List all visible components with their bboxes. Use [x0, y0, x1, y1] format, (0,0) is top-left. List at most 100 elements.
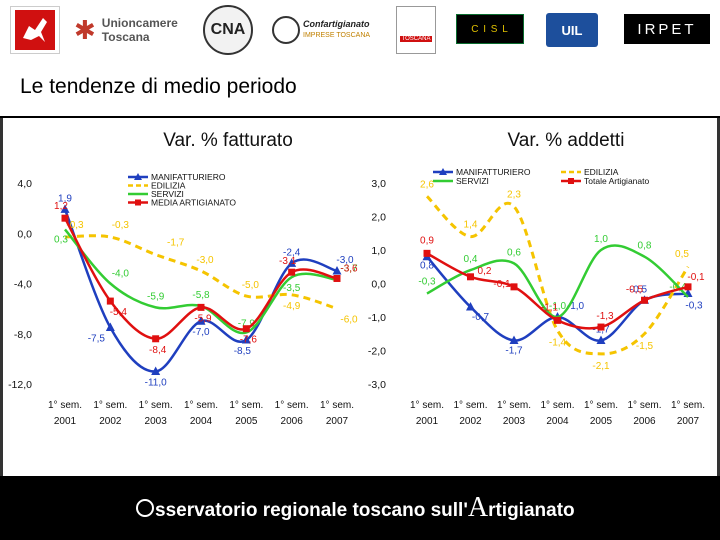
footer-suffix: rtigianato — [488, 500, 575, 521]
data-label: -3,0 — [196, 255, 214, 266]
data-label: -0,1 — [493, 279, 511, 290]
data-label: -7,0 — [192, 327, 210, 338]
data-point — [60, 204, 70, 213]
series-line — [425, 195, 690, 356]
y-tick-label: -4,0 — [14, 279, 32, 291]
regione-toscana-logo — [10, 6, 60, 54]
x-tick-label: 2006 — [281, 416, 304, 427]
x-tick-label: 1° sem. — [584, 400, 618, 411]
x-tick-label: 1° sem. — [229, 400, 263, 411]
legend-marker — [439, 168, 447, 175]
data-label: -1,0 — [567, 301, 585, 312]
data-label: 0,2 — [478, 266, 492, 277]
data-label: 0,8 — [638, 241, 652, 252]
x-tick-label: 2006 — [633, 416, 656, 427]
legend-label: Totale Artigianato — [584, 176, 649, 186]
x-tick-label: 1° sem. — [184, 400, 218, 411]
data-label: -3,7 — [340, 264, 358, 275]
data-point — [554, 316, 561, 324]
data-point — [467, 273, 474, 281]
x-tick-label: 2002 — [99, 416, 122, 427]
confartigianato-logo: Confartigianato IMPRESE TOSCANA — [272, 6, 378, 54]
x-tick-label: 2007 — [677, 416, 700, 427]
data-label: -3,1 — [279, 256, 297, 267]
x-tick-label: 2002 — [459, 416, 482, 427]
y-tick-label: 0,0 — [371, 279, 386, 291]
cisl-text: C I S L — [471, 23, 509, 35]
data-point — [684, 283, 692, 291]
data-point — [197, 303, 205, 311]
data-label: -11,0 — [145, 377, 167, 388]
data-label: 1,2 — [54, 201, 68, 212]
data-label: -0,3 — [66, 220, 84, 231]
data-label: 2,3 — [507, 189, 521, 200]
cisl-logo: C I S L — [456, 14, 524, 44]
data-label: 0,3 — [54, 234, 68, 245]
confartigianato-mark-icon — [272, 16, 300, 44]
y-tick-label: 4,0 — [17, 178, 32, 190]
x-tick-label: 1° sem. — [540, 400, 574, 411]
data-point — [509, 335, 519, 344]
pegasus-icon — [15, 10, 55, 50]
data-point — [333, 274, 341, 282]
x-tick-label: 1° sem. — [671, 400, 705, 411]
data-label: -3,0 — [336, 255, 354, 266]
unioncamere-logo: ✱ Unioncamere Toscana — [74, 6, 184, 54]
x-tick-label: 1° sem. — [410, 400, 444, 411]
x-tick-label: 2007 — [326, 416, 349, 427]
data-label: -0,4 — [669, 282, 687, 293]
unioncamere-name: Unioncamere — [101, 16, 178, 30]
footer-bar: sservatorio regionale toscano sull'Artig… — [0, 476, 720, 540]
uil-text: UIL — [561, 22, 583, 38]
data-point — [466, 301, 475, 311]
data-point — [61, 214, 69, 222]
cgil-region: TOSCANA — [399, 36, 433, 42]
data-label: -2,1 — [592, 361, 610, 372]
data-point — [152, 335, 160, 343]
legend-label: EDILIZIA — [584, 167, 619, 177]
x-tick-label: 1° sem. — [453, 400, 487, 411]
confartigianato-name: Confartigianato — [303, 19, 370, 29]
data-point — [151, 366, 161, 375]
charts-svg: Var. % fatturato 4,0 0,0 -4,0 -8,0 -12,0 1° se… — [0, 118, 720, 476]
x-tick-label: 2003 — [503, 416, 526, 427]
cgil-logo: TOSCANA — [396, 6, 436, 54]
title-divider — [0, 116, 720, 118]
unioncamere-region: Toscana — [101, 30, 150, 44]
data-label: -1,7 — [167, 238, 185, 249]
data-label: -4,9 — [283, 301, 301, 312]
data-label: 0,9 — [420, 235, 434, 246]
x-tick-label: 2005 — [590, 416, 613, 427]
data-label: -0,7 — [472, 312, 490, 323]
data-label: -1,5 — [636, 341, 654, 352]
y-tick-label: -12,0 — [8, 379, 32, 391]
x-tick-label: 1° sem. — [275, 400, 309, 411]
data-label: -1,1 — [541, 302, 559, 313]
data-point — [641, 296, 648, 304]
data-point — [596, 335, 606, 344]
x-tick-label: 2001 — [416, 416, 439, 427]
y-tick-label: -1,0 — [368, 312, 386, 324]
legend-label: MEDIA ARTIGIANATO — [151, 198, 236, 208]
chart-title-2: Var. % addetti — [508, 130, 625, 151]
logo-bar: ✱ Unioncamere Toscana CNA Confartigianat… — [0, 0, 720, 62]
data-label: 1,9 — [58, 193, 72, 204]
cna-text: CNA — [210, 21, 246, 38]
legend-label: SERVIZI — [456, 176, 489, 186]
data-label: -1,0 — [549, 301, 567, 312]
legend-marker — [135, 199, 141, 206]
data-label: -0,3 — [418, 277, 436, 288]
data-label: -0,5 — [630, 284, 648, 295]
arrow-right-icon — [136, 499, 154, 517]
data-point — [242, 325, 250, 333]
x-tick-label: 1° sem. — [139, 400, 173, 411]
data-label: -1,7 — [505, 345, 523, 356]
data-label: -3,5 — [283, 283, 301, 294]
data-label: -1,4 — [549, 337, 567, 348]
legend-marker — [134, 173, 142, 180]
confartigianato-sub: IMPRESE TOSCANA — [303, 32, 371, 39]
legend-label: MANIFATTURIERO — [456, 167, 531, 177]
data-point — [196, 316, 206, 325]
data-label: -5,9 — [194, 313, 212, 324]
cna-logo: CNA — [200, 5, 256, 55]
